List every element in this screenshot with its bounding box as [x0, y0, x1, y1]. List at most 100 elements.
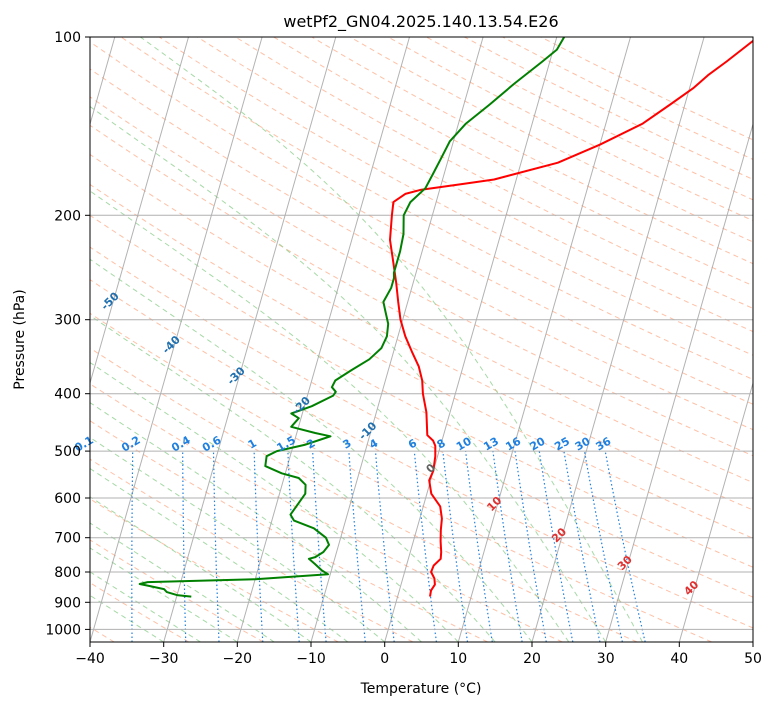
plot-frame: [89, 36, 754, 643]
dry-adiabat-line: [464, 37, 753, 180]
dry-adiabat-line: [90, 539, 264, 642]
background-lines: [82, 37, 753, 642]
dry-adiabat-line: [90, 41, 753, 405]
y-tick-label: 800: [54, 565, 81, 581]
dry-adiabat-line: [90, 582, 190, 642]
y-tick-label: 700: [54, 531, 81, 547]
moist-adiabat-line: [90, 314, 496, 642]
moist-adiabat-line: [90, 467, 349, 642]
isotherms: [90, 37, 753, 642]
x-tick-label: 50: [744, 651, 762, 667]
frost-point-label: -10: [356, 419, 379, 442]
isotherm-line: [236, 37, 410, 642]
mixing-ratio-line: [253, 451, 264, 642]
moist-adiabat-line: [90, 571, 201, 642]
dry-adiabat-line: [90, 68, 753, 431]
mixing-ratio-line: [131, 451, 134, 642]
x-axis-title: Temperature (°C): [360, 681, 482, 697]
mixing-ratio-line: [604, 450, 646, 642]
moist-adiabat-line: [90, 105, 607, 642]
warm-side-label: 20: [549, 525, 569, 545]
x-tick-label: 40: [670, 651, 688, 667]
mixing-ratio-line: [348, 451, 366, 642]
warm-side-label: 40: [681, 578, 701, 598]
dry-adiabat-line: [90, 153, 753, 511]
dry-adiabat-line: [90, 96, 753, 457]
y-tick-label: 100: [54, 30, 81, 46]
mixing-ratio-label: 1: [246, 437, 259, 452]
mixing-ratio-line: [212, 451, 220, 642]
x-tick-label: 0: [380, 651, 389, 667]
dry-adiabat-line: [502, 37, 753, 160]
y-tick-label: 300: [54, 313, 81, 329]
isotherm-line: [605, 122, 753, 642]
x-tick-label: 20: [523, 651, 541, 667]
y-tick-label: 200: [54, 208, 81, 224]
moist-adiabat-line: [90, 594, 164, 642]
mixing-ratio-line: [374, 451, 395, 642]
dry-adiabat-line: [349, 37, 753, 243]
dry-adiabat-line: [426, 37, 753, 201]
isotherm-line: [90, 37, 189, 385]
frost-point-label: -30: [225, 364, 248, 387]
y-tick-label: 500: [54, 444, 81, 460]
dry-adiabat-line: [90, 279, 753, 629]
isotherm-line: [384, 37, 558, 642]
isotherm-line: [531, 37, 705, 642]
x-tick-label: −20: [223, 651, 253, 667]
mixing-ratio-line: [82, 451, 86, 642]
mixing-ratio-line: [538, 451, 574, 642]
moist-adiabat-line: [90, 258, 533, 642]
temperature-profile: [389, 39, 753, 597]
dry-adiabat-line: [90, 183, 753, 539]
y-tick-label: 400: [54, 387, 81, 403]
moist-adiabat-line: [90, 496, 312, 642]
dewpoint-profile: [138, 37, 566, 598]
dry-adiabat-line: [90, 124, 753, 484]
isotherm-line: [457, 37, 631, 642]
mixing-ratio-label: 2: [304, 437, 317, 452]
pressure-gridlines: [90, 37, 753, 630]
frost-point-label: -50: [99, 289, 122, 312]
dry-adiabats: [90, 37, 753, 642]
warm-side-label: 30: [615, 553, 635, 573]
y-axis: 1000 900 800 700 600 500 400 300 200 100: [45, 30, 90, 638]
mixing-ratio-line: [492, 451, 523, 642]
isotherm-line: [90, 37, 263, 642]
x-axis: −40 −30 −20 −10 0 10 20 30 40 50: [75, 642, 762, 667]
isotherm-line: [678, 381, 753, 642]
moist-adiabat-line: [90, 402, 422, 642]
isotherm-line: [752, 640, 753, 642]
dry-adiabat-line: [158, 37, 753, 356]
dry-adiabat-line: [120, 37, 753, 381]
dry-adiabat-line: [90, 420, 488, 642]
dry-adiabat-line: [90, 347, 638, 642]
moist-adiabat-line: [90, 522, 275, 642]
dry-adiabat-line: [90, 383, 563, 642]
isotherm-line: [163, 37, 337, 642]
dry-adiabat-line: [540, 37, 753, 141]
moist-adiabat-line: [90, 190, 570, 642]
y-tick-label: 900: [54, 595, 81, 611]
dry-adiabat-line: [90, 458, 414, 642]
mixing-ratio-lines: [82, 450, 646, 642]
dry-adiabat-line: [90, 312, 712, 642]
mixing-ratio-label: 3: [340, 437, 353, 452]
x-tick-label: −10: [296, 651, 326, 667]
dry-adiabat-line: [90, 246, 753, 598]
x-tick-label: −40: [75, 651, 105, 667]
mixing-ratio-line: [442, 451, 469, 642]
frost-point-label: -40: [160, 333, 183, 356]
mixing-ratio-line: [583, 450, 623, 642]
dry-adiabat-line: [197, 37, 753, 333]
y-tick-label: 600: [54, 491, 81, 507]
mixing-ratio-line: [413, 451, 437, 642]
x-tick-label: 30: [597, 651, 615, 667]
x-tick-label: 10: [449, 651, 467, 667]
moist-adiabat-line: [90, 436, 386, 642]
chart-title: wetPf2_GN04.2025.140.13.54.E26: [283, 12, 558, 32]
x-tick-label: −30: [149, 651, 179, 667]
mixing-ratio-label: 8: [435, 437, 448, 452]
y-axis-title: Pressure (hPa): [12, 289, 28, 389]
isotherm-line: [310, 37, 484, 642]
